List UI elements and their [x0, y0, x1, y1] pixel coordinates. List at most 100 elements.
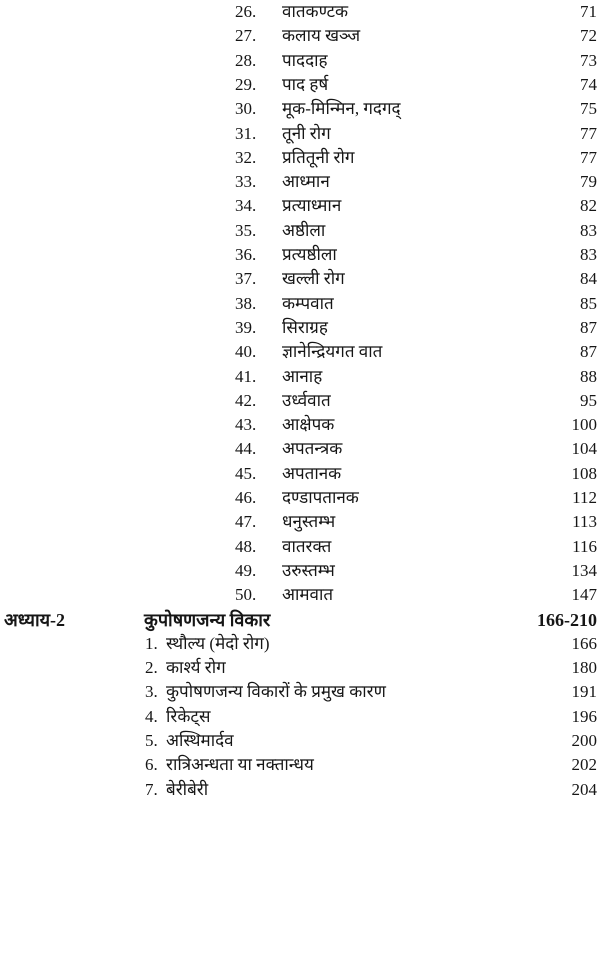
- entry-page: 113: [572, 512, 597, 532]
- chapter-heading: अध्याय-2 कुपोषणजन्य विकार 166-210: [0, 608, 600, 632]
- entry-title: वातरक्त: [282, 536, 332, 556]
- entry-page: 200: [571, 731, 598, 750]
- entry-number: 38.: [235, 293, 257, 313]
- entry-title: धनुस्तम्भ: [282, 512, 336, 532]
- toc-entry: 42. उर्ध्ववात 95: [0, 389, 600, 413]
- entry-number: 31.: [235, 123, 257, 143]
- toc-entry: 26. वातकण्टक 71: [0, 0, 600, 24]
- entry-title: कुपोषणजन्य विकारों के प्रमुख कारण: [166, 682, 386, 702]
- toc-entry: 46. दण्डापतानक 112: [0, 486, 600, 510]
- entry-number: 3.: [145, 682, 158, 702]
- entry-title: कार्श्य रोग: [166, 658, 226, 678]
- entry-title: वातकण्टक: [282, 2, 349, 21]
- toc-entry: 27. कलाय खञ्ज 72: [0, 24, 600, 48]
- entry-title: आध्मान: [282, 172, 330, 192]
- entry-title: आक्षेपक: [282, 415, 335, 435]
- toc-entry: 49. उरुस्तम्भ 134: [0, 559, 600, 583]
- entry-number: 1.: [145, 633, 158, 653]
- toc-entry: 47. धनुस्तम्भ 113: [0, 510, 600, 534]
- entry-number: 41.: [235, 366, 257, 386]
- entry-number: 50.: [235, 585, 257, 605]
- entry-number: 45.: [235, 463, 257, 483]
- entry-page: 77: [580, 123, 597, 143]
- entry-title: अपतानक: [282, 463, 342, 483]
- entry-page: 79: [580, 172, 597, 192]
- entry-number: 34.: [235, 196, 257, 216]
- entry-title: दण्डापतानक: [282, 488, 359, 507]
- entry-title: प्रत्यष्ठीला: [282, 245, 337, 264]
- entry-page: 112: [572, 488, 597, 507]
- entry-page: 166: [571, 633, 598, 653]
- entry-number: 39.: [235, 317, 257, 337]
- entry-page: 75: [580, 99, 597, 119]
- toc-entry: 31. तूनी रोग 77: [0, 122, 600, 146]
- entry-title: आमवात: [282, 585, 334, 605]
- entry-number: 48.: [235, 536, 257, 556]
- entry-title: रात्रिअन्धता या नक्तान्धय: [166, 755, 314, 775]
- entry-page: 72: [580, 26, 597, 46]
- toc-entry: 34. प्रत्याध्मान 82: [0, 194, 600, 218]
- toc-entry: 38. कम्पवात 85: [0, 292, 600, 316]
- entry-page: 116: [572, 536, 597, 556]
- entry-page: 87: [580, 317, 597, 337]
- toc-entry: 2. कार्श्य रोग 180: [0, 656, 600, 680]
- entry-title: पाद हर्ष: [282, 74, 329, 94]
- entry-page: 202: [571, 755, 598, 775]
- toc-entry: 6. रात्रिअन्धता या नक्तान्धय 202: [0, 753, 600, 777]
- entry-page: 77: [580, 147, 597, 167]
- toc-entry: 28. पाददाह 73: [0, 49, 600, 73]
- entry-page: 191: [571, 682, 598, 702]
- entry-number: 2.: [145, 658, 158, 678]
- toc-entry: 50. आमवात 147: [0, 583, 600, 607]
- toc-entry: 43. आक्षेपक 100: [0, 413, 600, 437]
- entry-title: सिराग्रह: [282, 317, 328, 337]
- entry-page: 71: [580, 2, 597, 21]
- entry-number: 47.: [235, 512, 257, 532]
- toc-entry: 48. वातरक्त 116: [0, 535, 600, 559]
- toc-entry: 39. सिराग्रह 87: [0, 316, 600, 340]
- entry-page: 108: [571, 463, 598, 483]
- toc-entry: 29. पाद हर्ष 74: [0, 73, 600, 97]
- entry-number: 29.: [235, 74, 257, 94]
- entry-page: 73: [580, 50, 597, 70]
- entry-number: 27.: [235, 26, 257, 46]
- entry-number: 35.: [235, 220, 257, 240]
- entry-title: पाददाह: [282, 50, 328, 70]
- chapter-title: कुपोषणजन्य विकार: [144, 609, 271, 630]
- entry-title: अष्ठीला: [282, 220, 326, 240]
- entry-title: प्रतितूनी रोग: [282, 147, 355, 167]
- entry-title: कलाय खञ्ज: [282, 26, 361, 46]
- chapter-label: अध्याय-2: [4, 609, 66, 630]
- entry-number: 49.: [235, 560, 257, 580]
- entry-number: 40.: [235, 342, 257, 362]
- entry-number: 33.: [235, 172, 257, 192]
- entry-page: 82: [580, 196, 597, 216]
- entry-page: 180: [571, 658, 598, 678]
- entry-title: कम्पवात: [282, 293, 334, 313]
- toc-entry: 4. रिकेट्स 196: [0, 705, 600, 729]
- entry-page: 74: [580, 74, 597, 94]
- entry-number: 42.: [235, 390, 257, 410]
- entry-page: 104: [571, 439, 598, 459]
- toc-entry: 30. मूक-मिन्मिन, गदगद् 75: [0, 97, 600, 121]
- entry-number: 44.: [235, 439, 257, 459]
- entry-page: 147: [571, 585, 598, 605]
- entry-number: 28.: [235, 50, 257, 70]
- entry-page: 204: [571, 779, 598, 799]
- entry-page: 95: [580, 390, 597, 410]
- entry-number: 6.: [145, 755, 158, 775]
- entry-page: 84: [580, 269, 597, 289]
- entry-page: 85: [580, 293, 597, 313]
- toc-entry: 44. अपतन्त्रक 104: [0, 437, 600, 461]
- entry-title: अस्थिमार्दव: [166, 731, 234, 750]
- entry-title: उरुस्तम्भ: [282, 560, 335, 580]
- entry-title: अपतन्त्रक: [282, 439, 343, 459]
- toc-entry: 7. बेरीबेरी 204: [0, 778, 600, 802]
- toc-entry: 40. ज्ञानेन्द्रियगत वात 87: [0, 340, 600, 364]
- toc-entry: 33. आध्मान 79: [0, 170, 600, 194]
- toc-entry: 32. प्रतितूनी रोग 77: [0, 146, 600, 170]
- toc-entry: 35. अष्ठीला 83: [0, 219, 600, 243]
- entry-page: 100: [571, 415, 598, 435]
- chapter-pages: 166-210: [537, 609, 597, 630]
- entry-title: खल्ली रोग: [282, 269, 345, 289]
